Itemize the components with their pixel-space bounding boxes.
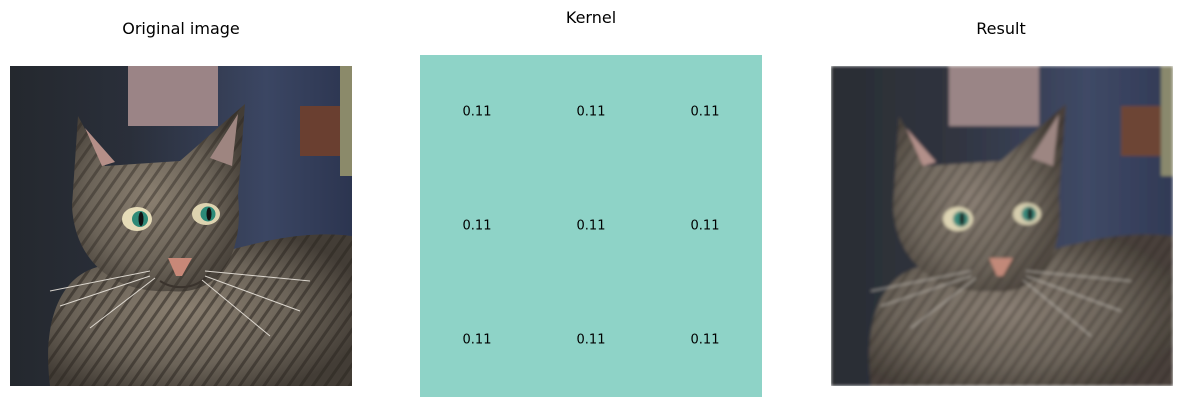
original-image-title: Original image [122,19,240,38]
kernel-cell-label-1-1: 0.11 [577,219,606,234]
kernel-cell-label-0-0: 0.11 [463,105,492,120]
kernel-cell-0-2 [648,55,762,170]
kernel-cell-label-2-2: 0.11 [691,333,720,348]
kernel-cell-0-0 [420,55,535,170]
kernel-cell-0-1 [534,55,649,170]
result-title: Result [976,19,1026,38]
kernel-cell-1-0 [420,169,535,284]
kernel-cell-label-2-1: 0.11 [577,333,606,348]
kernel-cell-label-1-2: 0.11 [691,219,720,234]
original-cat-image [10,66,352,386]
kernel-cell-1-2 [648,169,762,284]
cat-photo-original [10,66,352,386]
kernel-heatmap: 0.11 0.11 0.11 0.11 0.11 0.11 0.11 0.11 0.11 [420,55,762,397]
kernel-cell-1-1 [534,169,649,284]
kernel-heatmap-svg: 0.11 0.11 0.11 0.11 0.11 0.11 0.11 0.11 0.11 [420,55,762,397]
kernel-cell-label-0-1: 0.11 [577,105,606,120]
cat-photo-result [831,66,1173,386]
kernel-cell-2-2 [648,283,762,397]
kernel-cell-label-1-0: 0.11 [463,219,492,234]
result-cat-image [831,66,1173,386]
kernel-cell-2-1 [534,283,649,397]
kernel-cell-label-0-2: 0.11 [691,105,720,120]
kernel-title: Kernel [565,8,617,27]
kernel-cell-label-2-0: 0.11 [463,333,492,348]
kernel-cell-2-0 [420,283,535,397]
